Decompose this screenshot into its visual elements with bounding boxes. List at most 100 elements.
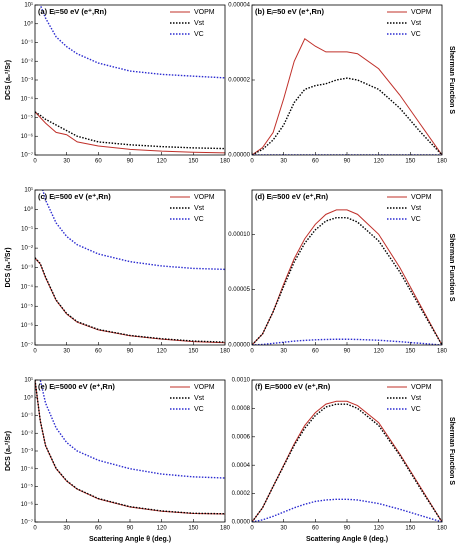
x-tick-label: 0 [250, 349, 254, 355]
x-tick-label: 0 [33, 349, 37, 355]
y-tick-label: 10⁻⁴ [21, 283, 34, 290]
y-tick-label: 10⁰ [24, 20, 34, 27]
x-tick-label: 120 [157, 349, 168, 355]
x-tick-label: 60 [95, 526, 102, 532]
series-line [252, 216, 442, 345]
x-tick-label: 30 [63, 349, 70, 355]
x-tick-label: 120 [157, 159, 168, 165]
x-tick-label: 180 [220, 159, 231, 165]
y-tick-label: 0.00004 [228, 3, 250, 9]
plot-area [35, 190, 225, 344]
y-tick-label: 10¹ [24, 188, 33, 194]
y-tick-label: 10⁻¹ [21, 413, 33, 419]
legend-label: VOPM [194, 384, 215, 391]
x-tick-label: 120 [157, 526, 168, 532]
legend-label: VC [194, 216, 204, 223]
x-tick-label: 150 [405, 159, 416, 165]
series-line [35, 257, 225, 344]
legend-label: Vst [411, 20, 421, 27]
plot-frame [251, 189, 443, 346]
y-tick-label: 0.0006 [232, 434, 251, 440]
y-tick-label: 10⁻³ [21, 78, 33, 84]
legend-label: VOPM [411, 384, 432, 391]
x-tick-label: 120 [374, 159, 385, 165]
x-tick-label: 30 [280, 349, 287, 355]
x-tick-label: 150 [188, 526, 199, 532]
series-line [35, 380, 225, 515]
panel-title: (a) Eᵢ=50 eV (e⁺,Rn) [38, 7, 107, 16]
y-tick-label: 10⁻⁵ [21, 483, 34, 490]
y-tick-label: 0.00000 [228, 153, 250, 159]
x-tick-label: 150 [188, 349, 199, 355]
legend-label: Vst [194, 395, 204, 402]
x-tick-label: 90 [127, 349, 134, 355]
legend-label: VOPM [411, 194, 432, 201]
y-tick-label: 0.00000 [228, 343, 250, 349]
legend-label: Vst [411, 395, 421, 402]
x-tick-label: 180 [437, 349, 448, 355]
y-tick-label: 10⁻⁶ [21, 133, 34, 140]
x-tick-label: 90 [127, 159, 134, 165]
x-tick-label: 180 [437, 526, 448, 532]
y-axis-label: DCS (a₀²/Sr) [5, 60, 12, 100]
x-tick-label: 90 [344, 526, 351, 532]
x-tick-label: 0 [33, 526, 37, 532]
x-tick-label: 180 [220, 349, 231, 355]
y-tick-label: 10⁻¹ [21, 226, 33, 232]
x-tick-label: 150 [405, 349, 416, 355]
series-line [35, 111, 225, 154]
plot-area [252, 209, 442, 345]
x-axis-label: Scattering Angle θ (deg.) [89, 536, 171, 543]
plot-area [35, 380, 225, 515]
series-line [252, 400, 442, 522]
y-tick-label: 10¹ [24, 378, 33, 384]
x-tick-label: 60 [312, 159, 319, 165]
y-tick-label: 10⁻⁶ [21, 501, 34, 508]
x-tick-label: 60 [312, 349, 319, 355]
y-axis-label: DCS (a₀²/Sr) [5, 431, 12, 471]
x-tick-label: 30 [280, 159, 287, 165]
plot-area [252, 400, 442, 522]
panel-title: (f) Eᵢ=5000 eV (e⁺,Rn) [255, 382, 331, 391]
series-line [252, 498, 442, 522]
series-line [252, 37, 442, 155]
y-tick-label: 10⁰ [24, 394, 34, 401]
y-tick-label: 10⁻¹ [21, 40, 33, 46]
y-tick-label: 10⁻⁷ [21, 519, 33, 526]
series-line [252, 209, 442, 345]
x-tick-label: 0 [250, 526, 254, 532]
y-tick-label: 0.0000 [232, 520, 251, 526]
x-tick-label: 30 [280, 526, 287, 532]
panel-title: (c) Eᵢ=500 eV (e⁺,Rn) [38, 192, 111, 201]
panel-title: (e) Eᵢ=5000 eV (e⁺,Rn) [38, 382, 115, 391]
y-tick-label: 0.00005 [228, 287, 250, 293]
y-tick-label: 0.0008 [232, 406, 251, 412]
x-axis-label: Scattering Angle θ (deg.) [306, 536, 388, 543]
x-tick-label: 180 [220, 526, 231, 532]
series-line [35, 111, 225, 150]
x-tick-label: 90 [344, 159, 351, 165]
panel-title: (b) Eᵢ=50 eV (e⁺,Rn) [255, 7, 324, 16]
x-tick-label: 60 [95, 159, 102, 165]
y-tick-label: 10⁻³ [21, 449, 33, 455]
y-tick-label: 10⁻⁵ [21, 114, 34, 121]
y-tick-label: 10⁻³ [21, 265, 33, 271]
y-tick-label: 0.0010 [232, 378, 251, 384]
y-axis-label: Sherman Function S [448, 46, 455, 114]
series-line [42, 190, 225, 271]
y-tick-label: 10⁻⁷ [21, 152, 33, 159]
legend-label: VC [411, 216, 421, 223]
y-tick-label: 0.0004 [232, 463, 251, 469]
plot-frame [34, 379, 226, 523]
y-tick-label: 10⁻⁴ [21, 465, 34, 472]
plot-frame [251, 4, 443, 156]
x-tick-label: 90 [344, 349, 351, 355]
y-tick-label: 10¹ [24, 3, 33, 9]
legend-label: VOPM [194, 9, 215, 16]
legend-label: Vst [194, 20, 204, 27]
legend-label: Vst [411, 205, 421, 212]
legend-label: VC [411, 406, 421, 413]
series-line [252, 338, 442, 345]
y-tick-label: 10⁻⁵ [21, 303, 34, 310]
y-tick-label: 0.0002 [232, 491, 251, 497]
